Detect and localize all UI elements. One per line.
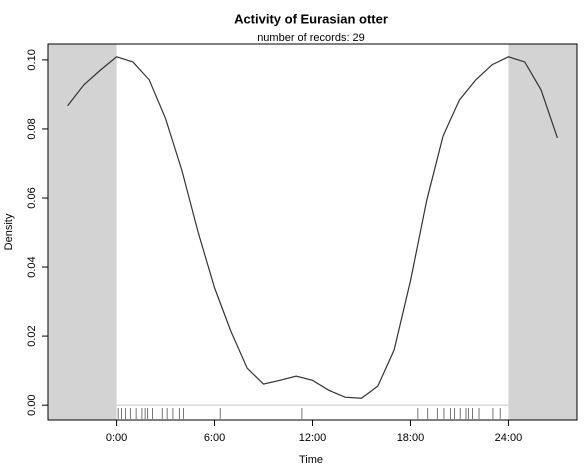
x-tick-label: 0:00 xyxy=(106,432,127,444)
plot-box xyxy=(47,43,578,421)
y-tick-label: 0.02 xyxy=(26,325,38,346)
x-tick-label: 18:00 xyxy=(397,432,425,444)
chart-subtitle: number of records: 29 xyxy=(257,32,365,44)
chart-title: Activity of Eurasian otter xyxy=(234,11,388,26)
y-tick-label: 0.06 xyxy=(26,187,38,208)
density-line xyxy=(67,56,558,399)
x-tick-label: 12:00 xyxy=(299,432,327,444)
y-tick-label: 0.08 xyxy=(26,118,38,139)
y-tick-label: 0.00 xyxy=(26,394,38,415)
x-axis-label: Time xyxy=(299,454,323,466)
y-tick-label: 0.10 xyxy=(26,49,38,70)
x-tick-label: 6:00 xyxy=(204,432,225,444)
y-axis-label: Density xyxy=(3,213,15,250)
y-tick-label: 0.04 xyxy=(26,256,38,277)
shade-right xyxy=(508,44,577,420)
x-tick-label: 24:00 xyxy=(495,432,523,444)
shade-left xyxy=(48,44,117,420)
